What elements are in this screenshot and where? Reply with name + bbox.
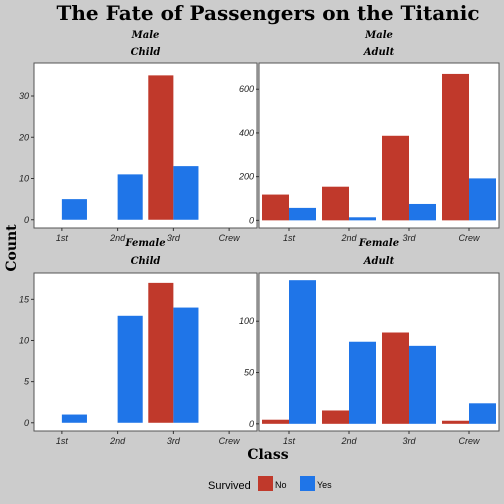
y-tick-label: 100 bbox=[239, 316, 254, 326]
bar-no-3rd bbox=[382, 135, 409, 221]
facet-strip-sex: Female bbox=[124, 238, 165, 249]
bar-yes-1st bbox=[289, 280, 316, 424]
y-tick-label: 5 bbox=[24, 377, 30, 387]
x-tick-label: Crew bbox=[219, 436, 241, 446]
bar-no-crew bbox=[442, 420, 469, 424]
x-tick-label: 3rd bbox=[167, 233, 181, 243]
chart-title: The Fate of Passengers on the Titanic bbox=[56, 1, 479, 25]
x-tick-label: 3rd bbox=[402, 436, 416, 446]
y-tick-label: 0 bbox=[24, 215, 29, 225]
y-tick-label: 10 bbox=[19, 335, 29, 345]
bar-no-1st bbox=[262, 194, 289, 221]
facet-strip-sex: Male bbox=[131, 30, 160, 41]
legend-title: Survived bbox=[208, 480, 251, 492]
bar-yes-2nd bbox=[117, 315, 143, 423]
x-tick-label: 3rd bbox=[167, 436, 181, 446]
y-tick-label: 200 bbox=[238, 172, 254, 182]
bar-yes-2nd bbox=[349, 217, 376, 221]
y-axis-label: Count bbox=[4, 224, 20, 272]
y-tick-label: 20 bbox=[18, 132, 29, 142]
panel-background bbox=[33, 272, 258, 432]
legend-label-no: No bbox=[275, 480, 287, 490]
facet-panels: Male Child 0 10 20 30 1st 2nd 3rd Crew Male Adult 0 2… bbox=[18, 30, 500, 446]
facet-strip-sex: Female bbox=[358, 238, 399, 249]
facet-strip-age: Adult bbox=[363, 47, 395, 58]
y-tick-label: 0 bbox=[249, 419, 254, 429]
bar-no-2nd bbox=[322, 410, 349, 424]
y-tick-label: 10 bbox=[19, 174, 29, 184]
y-tick-label: 0 bbox=[249, 215, 254, 225]
facet-strip-sex: Male bbox=[364, 30, 393, 41]
bar-no-3rd bbox=[148, 282, 174, 423]
bar-no-crew bbox=[442, 73, 469, 221]
facet-panel: Female Child 0 5 10 15 1st 2nd 3rd Crew bbox=[19, 238, 258, 446]
x-tick-label: 1st bbox=[56, 436, 69, 446]
bar-yes-1st bbox=[289, 207, 316, 221]
bar-no-3rd bbox=[148, 75, 174, 220]
facet-panel: Male Child 0 10 20 30 1st 2nd 3rd Crew bbox=[18, 30, 258, 243]
legend-swatch-no bbox=[258, 476, 273, 491]
bar-yes-3rd bbox=[409, 203, 436, 221]
x-tick-label: 1st bbox=[283, 233, 296, 243]
facet-strip-age: Child bbox=[131, 256, 161, 267]
bar-yes-crew bbox=[469, 403, 496, 424]
y-tick-label: 400 bbox=[239, 128, 254, 138]
bar-yes-2nd bbox=[117, 174, 143, 220]
y-tick-label: 600 bbox=[239, 84, 254, 94]
x-tick-label: 1st bbox=[283, 436, 296, 446]
x-tick-label: 2nd bbox=[340, 233, 357, 243]
x-tick-label: Crew bbox=[458, 233, 480, 243]
y-tick-label: 50 bbox=[244, 368, 254, 378]
bar-no-1st bbox=[262, 419, 289, 424]
bar-yes-3rd bbox=[409, 345, 436, 424]
facet-strip-age: Child bbox=[131, 47, 161, 58]
bar-yes-2nd bbox=[349, 341, 376, 424]
y-tick-label: 30 bbox=[19, 91, 29, 101]
legend-label-yes: Yes bbox=[317, 480, 332, 490]
facet-panel: Female Adult 0 50 100 1st 2nd 3rd Crew bbox=[239, 238, 500, 446]
bar-yes-crew bbox=[469, 178, 496, 221]
y-tick-label: 0 bbox=[24, 418, 29, 428]
legend: Survived No Yes bbox=[208, 476, 332, 492]
x-tick-label: Crew bbox=[219, 233, 241, 243]
x-tick-label: 3rd bbox=[402, 233, 416, 243]
legend-swatch-yes bbox=[300, 476, 315, 491]
facet-panel: Male Adult 0 200 400 600 1st 2nd 3rd Crew bbox=[238, 30, 500, 243]
bar-yes-1st bbox=[61, 199, 87, 220]
bar-no-2nd bbox=[322, 186, 349, 221]
bar-yes-1st bbox=[61, 414, 87, 423]
x-tick-label: 2nd bbox=[340, 436, 357, 446]
bar-no-3rd bbox=[382, 332, 409, 424]
x-tick-label: 1st bbox=[56, 233, 69, 243]
facet-strip-age: Adult bbox=[363, 256, 395, 267]
y-tick-label: 15 bbox=[19, 294, 30, 304]
bar-yes-3rd bbox=[173, 166, 199, 220]
x-tick-label: 2nd bbox=[109, 436, 126, 446]
x-tick-label: 2nd bbox=[109, 233, 126, 243]
x-axis-label: Class bbox=[247, 447, 288, 463]
bar-yes-3rd bbox=[173, 307, 199, 423]
x-tick-label: Crew bbox=[458, 436, 480, 446]
